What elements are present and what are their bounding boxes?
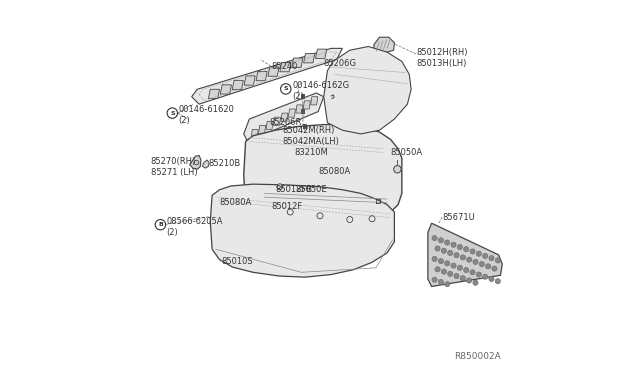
Text: R850002A: R850002A: [454, 352, 500, 361]
Bar: [303, 124, 307, 129]
Circle shape: [447, 271, 453, 276]
Polygon shape: [324, 46, 411, 134]
Polygon shape: [266, 121, 273, 129]
Bar: [301, 94, 305, 99]
Polygon shape: [273, 117, 280, 125]
Text: 83210M: 83210M: [294, 148, 328, 157]
Text: 85671U: 85671U: [443, 213, 476, 222]
Circle shape: [438, 238, 444, 243]
Circle shape: [483, 274, 488, 279]
Text: 85012FB: 85012FB: [275, 185, 312, 194]
Polygon shape: [220, 85, 232, 94]
Text: 85240: 85240: [271, 62, 298, 71]
Polygon shape: [268, 67, 279, 76]
Circle shape: [441, 269, 447, 274]
Circle shape: [432, 256, 437, 262]
Bar: [301, 109, 305, 114]
Circle shape: [467, 278, 472, 283]
Polygon shape: [428, 223, 502, 286]
Polygon shape: [316, 49, 326, 58]
Circle shape: [460, 276, 465, 281]
Polygon shape: [251, 129, 259, 138]
Text: S: S: [284, 86, 288, 92]
Polygon shape: [244, 125, 402, 231]
Polygon shape: [303, 54, 315, 63]
Circle shape: [492, 266, 497, 271]
Polygon shape: [191, 48, 342, 104]
Text: 85050A: 85050A: [390, 148, 423, 157]
Circle shape: [445, 240, 450, 245]
Circle shape: [438, 279, 444, 285]
Circle shape: [463, 247, 468, 252]
Circle shape: [447, 250, 453, 256]
Text: 85080A: 85080A: [318, 167, 350, 176]
Text: 85050E: 85050E: [296, 185, 328, 194]
Polygon shape: [244, 76, 255, 85]
Circle shape: [470, 270, 475, 275]
Circle shape: [476, 272, 481, 277]
Text: 85270(RH)
85271 (LH): 85270(RH) 85271 (LH): [151, 157, 197, 177]
Text: 85080A: 85080A: [220, 198, 252, 207]
Circle shape: [463, 267, 468, 273]
Polygon shape: [296, 105, 303, 113]
Circle shape: [432, 235, 437, 241]
Circle shape: [445, 261, 450, 266]
Circle shape: [495, 258, 500, 263]
Text: 00146-61620
(2): 00146-61620 (2): [179, 105, 234, 125]
Circle shape: [460, 255, 465, 260]
Circle shape: [467, 257, 472, 262]
Text: 85206G: 85206G: [324, 59, 356, 68]
Circle shape: [277, 184, 283, 190]
Text: 08566-6205A
(2): 08566-6205A (2): [167, 217, 223, 237]
Circle shape: [479, 262, 484, 267]
Polygon shape: [292, 58, 303, 67]
Circle shape: [457, 265, 463, 270]
Polygon shape: [232, 80, 243, 90]
Text: 85010S: 85010S: [221, 257, 253, 266]
Polygon shape: [211, 184, 394, 277]
Circle shape: [451, 263, 456, 268]
Circle shape: [489, 256, 494, 261]
Polygon shape: [256, 71, 267, 81]
Circle shape: [441, 248, 447, 253]
Circle shape: [489, 276, 494, 282]
Text: 85042M(RH)
85042MA(LH): 85042M(RH) 85042MA(LH): [283, 126, 340, 146]
Circle shape: [483, 253, 488, 259]
Polygon shape: [303, 101, 310, 109]
Text: 00146-6162G
(2): 00146-6162G (2): [292, 81, 349, 101]
Circle shape: [445, 282, 450, 287]
Circle shape: [473, 259, 478, 264]
Circle shape: [470, 249, 475, 254]
Text: 85012H(RH)
85013H(LH): 85012H(RH) 85013H(LH): [417, 48, 468, 68]
Text: 85012F: 85012F: [271, 202, 303, 211]
Circle shape: [473, 280, 478, 285]
Circle shape: [495, 279, 500, 284]
Polygon shape: [374, 37, 394, 52]
Polygon shape: [244, 93, 324, 141]
Circle shape: [451, 242, 456, 247]
Circle shape: [454, 273, 459, 279]
Circle shape: [454, 253, 459, 258]
Text: 85210B: 85210B: [209, 159, 241, 168]
Polygon shape: [280, 62, 291, 72]
Text: S: S: [170, 110, 175, 116]
Circle shape: [457, 244, 463, 250]
Polygon shape: [190, 155, 201, 169]
Circle shape: [438, 259, 444, 264]
Polygon shape: [289, 109, 296, 117]
Polygon shape: [310, 97, 318, 105]
Polygon shape: [259, 125, 266, 134]
Circle shape: [394, 166, 401, 173]
Circle shape: [486, 264, 491, 269]
Circle shape: [432, 277, 437, 282]
Circle shape: [435, 267, 440, 272]
Polygon shape: [209, 89, 220, 99]
Polygon shape: [281, 113, 288, 121]
Circle shape: [476, 251, 481, 256]
Text: 85206R: 85206R: [270, 118, 302, 127]
Text: B: B: [158, 222, 163, 227]
Polygon shape: [202, 160, 209, 168]
Circle shape: [435, 246, 440, 251]
